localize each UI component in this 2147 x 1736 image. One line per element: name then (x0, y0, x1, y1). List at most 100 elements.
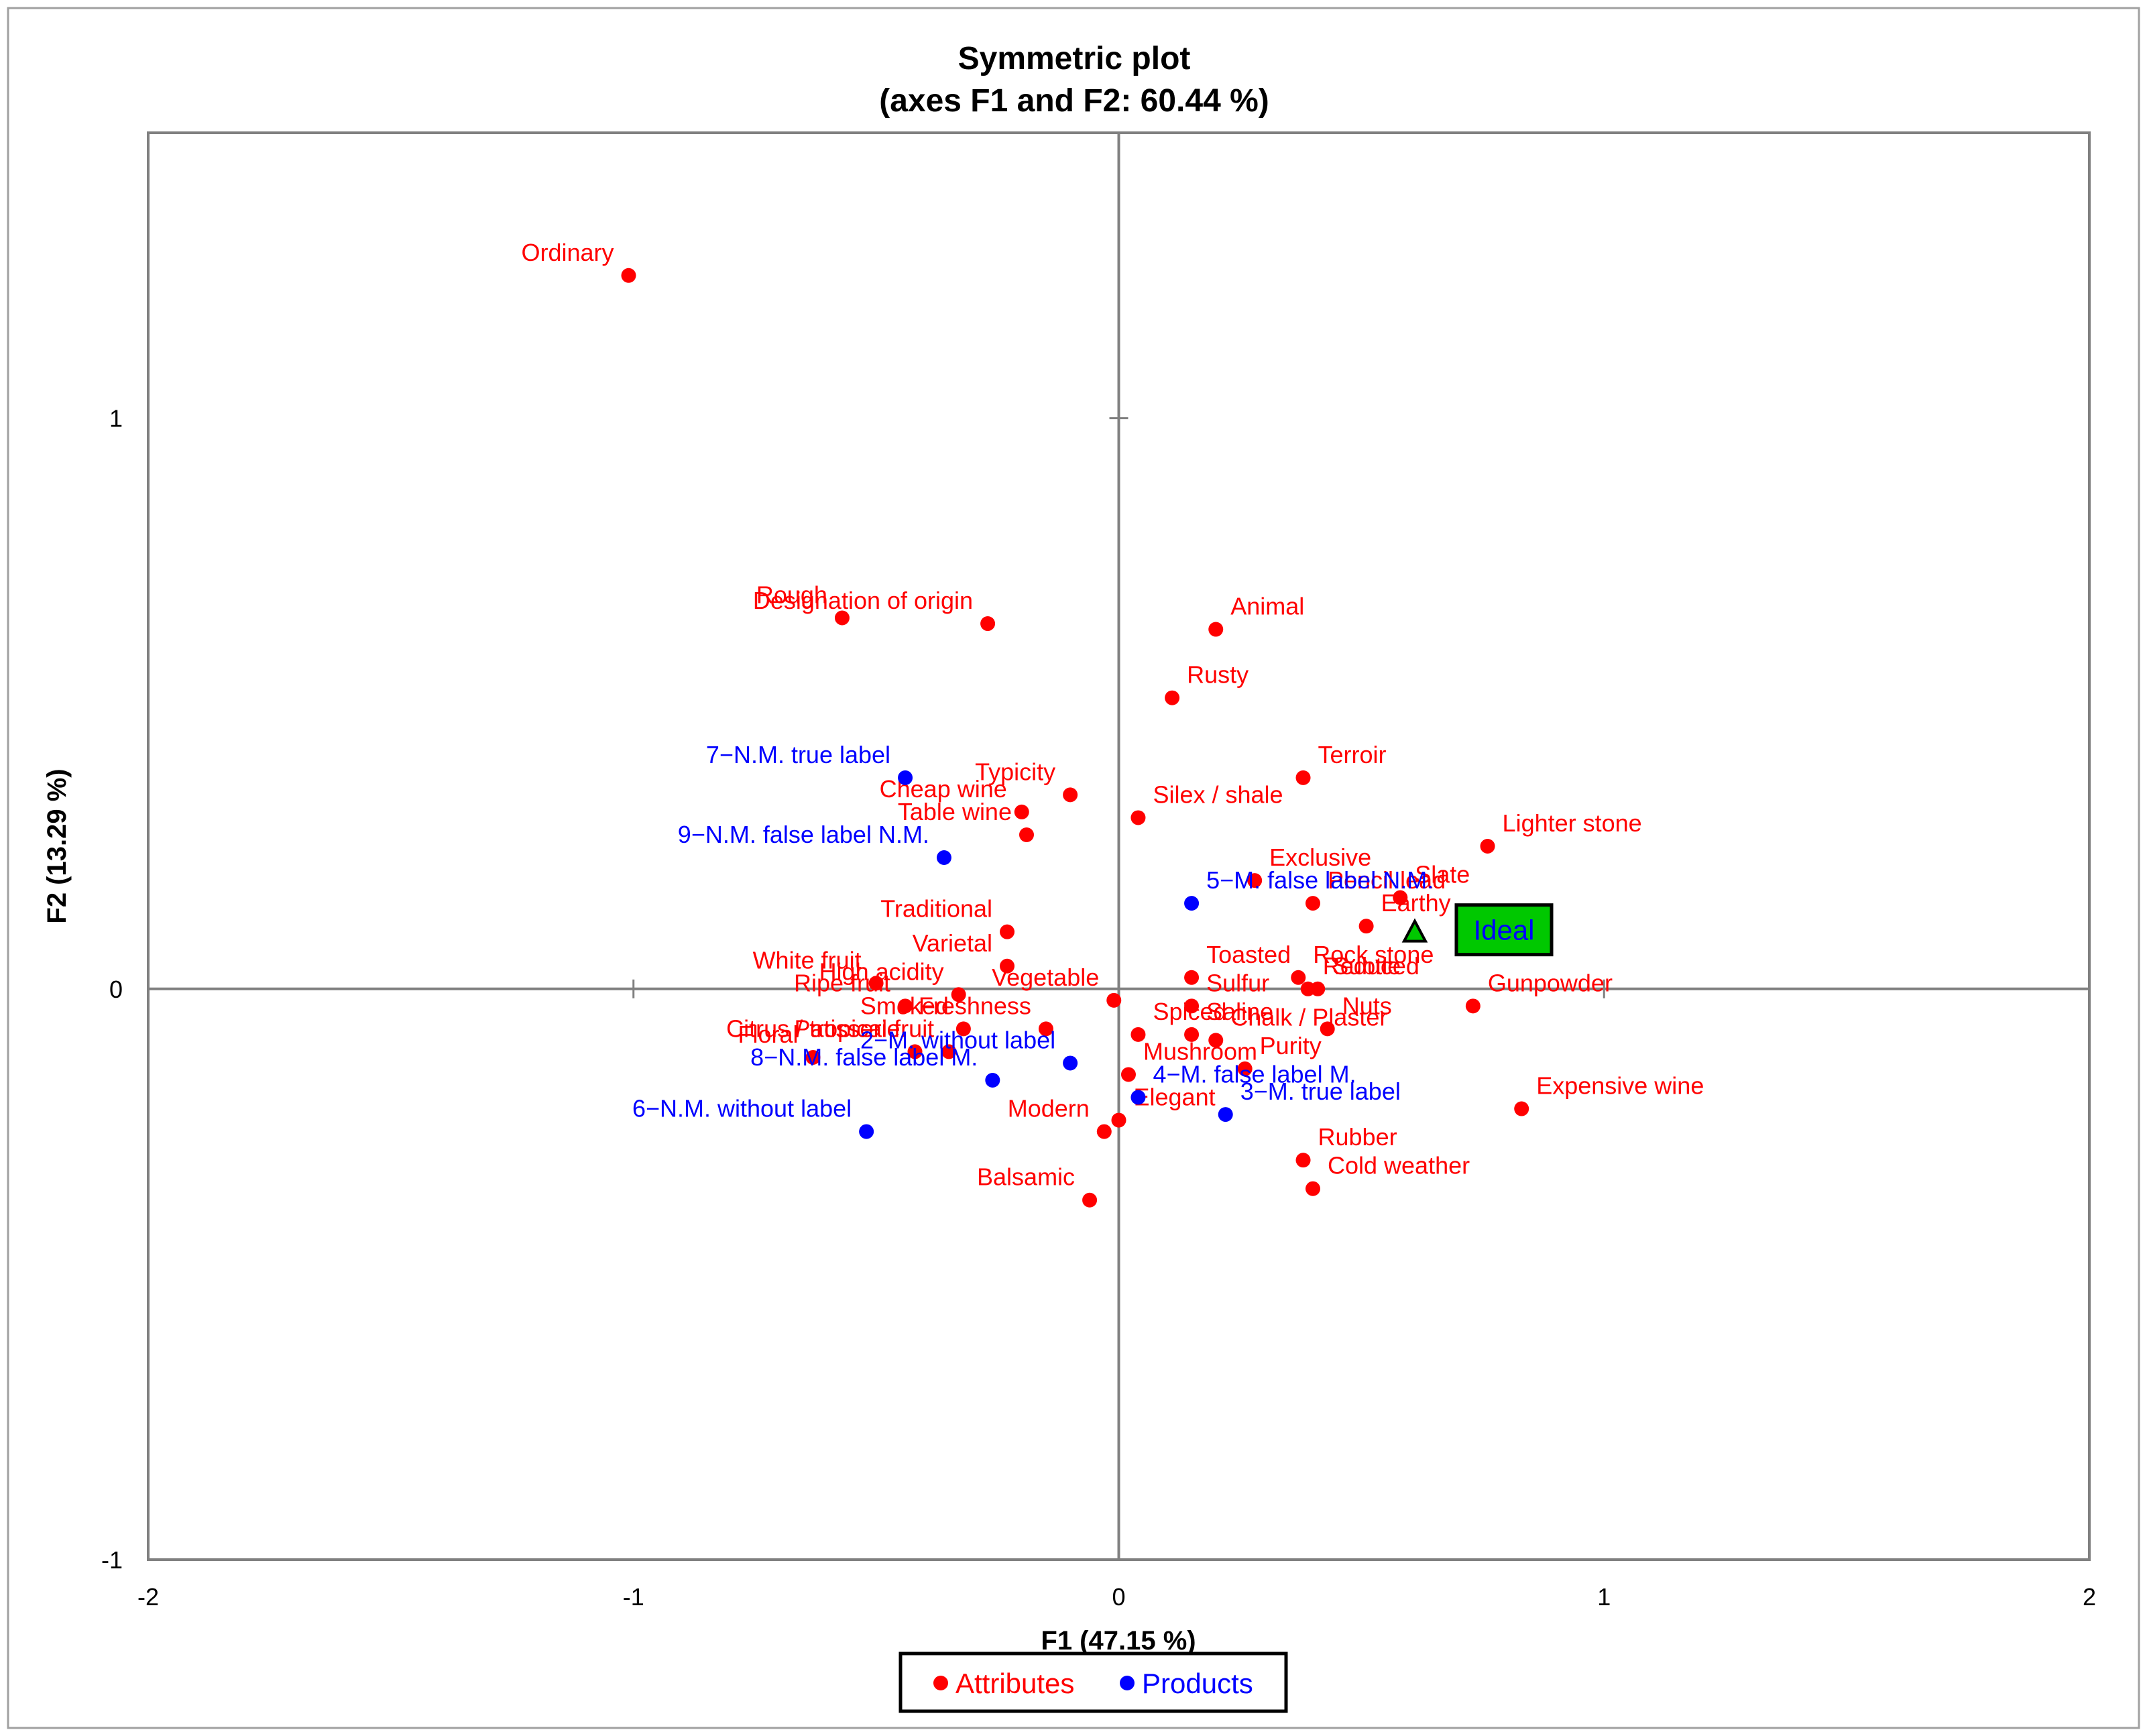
data-point-label: Sulfur (1206, 969, 1269, 996)
data-point (1082, 1192, 1098, 1208)
data-point-label: Rough (756, 581, 827, 609)
data-point-label: Pencil lead (1328, 866, 1446, 894)
data-point (1106, 992, 1122, 1008)
data-point (1514, 1101, 1529, 1116)
chart-title: Symmetric plot (958, 41, 1191, 76)
data-point-label: 5−M. false label N.M. (1206, 866, 1434, 894)
data-point (1247, 873, 1263, 888)
data-point-label: Rusty (1187, 661, 1249, 689)
data-point (1208, 622, 1224, 637)
data-point-label: Modern (1008, 1095, 1090, 1122)
data-point-label: Mushroom (1143, 1037, 1257, 1065)
data-point-label: Traditional (880, 895, 992, 923)
data-point (1014, 804, 1029, 819)
data-point-label: Gunpowder (1488, 969, 1613, 996)
data-point (1358, 919, 1374, 934)
data-point-label: Patisserie (794, 1015, 900, 1042)
data-point (1305, 1181, 1320, 1196)
data-point-label: Chalk / Plaster (1230, 1003, 1387, 1031)
data-point-label: 7−N.M. true label (706, 741, 890, 768)
data-point (936, 850, 951, 866)
data-point (868, 976, 884, 991)
data-point (1218, 1107, 1233, 1122)
data-point (1000, 958, 1015, 974)
data-point-label: Silex / shale (1153, 780, 1283, 808)
y-tick-label: 0 (109, 976, 123, 1003)
data-point-label: Animal (1230, 593, 1304, 620)
data-point (955, 1021, 971, 1037)
data-point-label: Cold weather (1328, 1152, 1470, 1179)
data-point-label: Typicity (975, 758, 1055, 785)
data-point (898, 770, 913, 785)
data-point-label: 8−N.M. false label M. (750, 1043, 978, 1071)
data-point (898, 998, 913, 1014)
data-point-label: Terroir (1318, 741, 1387, 768)
data-point (1000, 924, 1015, 939)
x-tick-label: 2 (2083, 1583, 2096, 1611)
data-point (1310, 981, 1326, 996)
y-tick-label: -1 (101, 1546, 123, 1574)
data-point-label: Slate (1415, 861, 1470, 888)
ticks-layer: -2 -1 0 1 2 -1 0 1 (101, 405, 2096, 1611)
data-point-label: Reduced (1323, 952, 1419, 980)
data-point-label: Purity (1260, 1032, 1322, 1059)
data-point (1291, 970, 1306, 985)
data-point-label: Rock stone (1313, 941, 1434, 968)
data-point (1130, 1090, 1146, 1105)
legend-attributes-label: Attributes (955, 1668, 1074, 1699)
data-point (805, 1049, 821, 1065)
data-point-label: Expensive wine (1536, 1072, 1704, 1100)
data-point (1295, 770, 1311, 785)
ideal-marker (1401, 918, 1428, 943)
data-point (1305, 896, 1320, 911)
data-point (951, 987, 966, 1002)
data-point-label: Ripe fruit (794, 969, 890, 996)
legend: Attributes Products (898, 1652, 1288, 1713)
data-point (1184, 896, 1200, 911)
data-point (1130, 810, 1146, 825)
data-point (941, 1044, 957, 1059)
data-point (859, 1124, 874, 1139)
data-point-label: Subtle (1332, 952, 1401, 980)
legend-products-label: Products (1142, 1668, 1253, 1699)
data-point (1295, 1153, 1311, 1168)
data-point-label: Lighter stone (1503, 809, 1642, 837)
data-point (1111, 1112, 1126, 1128)
data-point (1208, 1033, 1224, 1048)
data-point (1063, 787, 1078, 803)
data-point-label: Freshness (919, 992, 1031, 1019)
data-point (907, 1044, 923, 1059)
data-point-label: Saline (1206, 998, 1273, 1025)
data-point (1038, 1021, 1053, 1037)
data-point (1019, 827, 1034, 842)
data-point (1165, 690, 1180, 705)
data-point-label: 9−N.M. false label N.M. (678, 821, 929, 848)
data-point-label: High acidity (819, 958, 944, 985)
data-point-label: Balsamic (977, 1163, 1075, 1191)
data-point (1184, 1027, 1200, 1042)
data-point-label: Rubber (1318, 1123, 1397, 1151)
legend-attributes-marker (933, 1676, 948, 1690)
data-point (1096, 1124, 1112, 1139)
data-point-label: 4−M. false label M. (1153, 1061, 1356, 1088)
legend-products-marker (1120, 1676, 1135, 1690)
data-point (1130, 1027, 1146, 1042)
data-point-label: Exclusive (1269, 844, 1371, 871)
x-axis-title: F1 (47.15 %) (1041, 1626, 1196, 1656)
data-point (1063, 1055, 1078, 1071)
x-tick-label: 1 (1597, 1583, 1611, 1611)
data-point-label: 3−M. true label (1240, 1078, 1401, 1105)
data-point-label: Nuts (1342, 992, 1392, 1019)
data-point-label: Ordinary (521, 239, 614, 266)
x-tick-label: -1 (623, 1583, 644, 1611)
data-point (621, 268, 636, 283)
data-point (1184, 998, 1200, 1014)
legend-box (898, 1652, 1288, 1713)
data-point-label: White fruit (753, 946, 862, 974)
data-point (1393, 890, 1408, 905)
data-point-label: Vegetable (992, 964, 1099, 991)
data-point (980, 616, 996, 632)
data-point-label: Smoked (860, 992, 949, 1019)
